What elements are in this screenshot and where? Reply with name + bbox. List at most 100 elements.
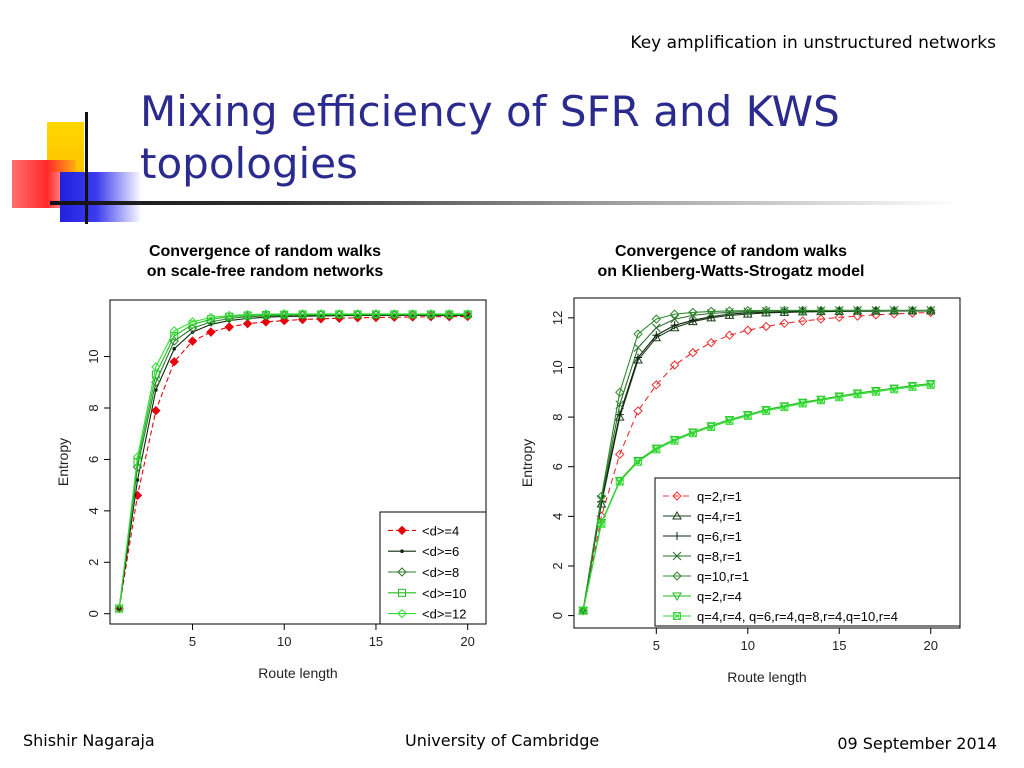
data-point (779, 305, 790, 316)
y-axis-label: Entropy (55, 438, 71, 486)
data-point (761, 305, 771, 316)
data-point (615, 387, 625, 397)
data-point (797, 316, 808, 326)
data-point (926, 305, 936, 316)
data-point (834, 305, 844, 316)
data-point (889, 305, 899, 316)
legend-marker (398, 588, 406, 597)
legend-label: q=6,r=1 (697, 529, 742, 544)
y-tick-label: 10 (86, 349, 101, 363)
x-tick-label: 5 (189, 634, 196, 649)
data-point (670, 436, 679, 445)
data-point (596, 498, 607, 508)
legend-marker (672, 510, 682, 520)
data-point (798, 399, 807, 408)
data-point (669, 322, 680, 332)
legend-marker (672, 551, 682, 561)
x-tick-label: 20 (460, 634, 474, 649)
x-tick-label: 10 (277, 634, 291, 649)
legend-box (654, 477, 961, 627)
title-underline (50, 201, 960, 205)
data-point (261, 309, 271, 319)
footer-date: 09 September 2014 (837, 734, 997, 753)
data-point (706, 337, 716, 348)
data-point (871, 305, 881, 316)
data-point (462, 309, 473, 319)
data-point (132, 452, 143, 462)
legend-marker (673, 612, 681, 620)
series-line (582, 309, 931, 611)
data-point (389, 309, 400, 319)
x-tick-label: 20 (923, 638, 937, 653)
data-point (224, 322, 234, 332)
slide-logo-decoration (0, 100, 140, 230)
plot-frame (109, 299, 487, 625)
y-tick-label: 10 (550, 360, 565, 374)
legend-label: q=2,r=1 (697, 489, 742, 504)
y-tick-label: 8 (86, 404, 101, 411)
data-point (169, 357, 179, 367)
data-point (154, 388, 158, 392)
y-tick-label: 2 (86, 559, 101, 566)
x-tick-label: 15 (832, 638, 846, 653)
data-point (135, 478, 140, 482)
data-point (187, 323, 198, 333)
data-point (651, 323, 661, 333)
data-point (633, 355, 643, 364)
data-point (615, 477, 624, 486)
data-point (669, 360, 680, 370)
y-axis-label: Entropy (519, 439, 535, 487)
footer-author: Shishir Nagaraja (23, 731, 155, 750)
data-point (670, 321, 679, 330)
y-tick-label: 4 (550, 513, 565, 520)
data-point (652, 445, 661, 454)
data-point (206, 315, 215, 324)
legend: q=2,r=1 q=4,r=1 q=6,r=1 q=8,r=1 q=10,r=1 q=2,… (654, 477, 961, 627)
data-point (707, 423, 716, 432)
data-point (426, 309, 436, 319)
data-point (743, 325, 753, 335)
slide-header: Key amplification in unstructured networ… (630, 33, 996, 53)
data-point (762, 406, 771, 415)
y-tick-label: 8 (550, 413, 565, 420)
logo-vertical-line (85, 112, 88, 224)
data-point (743, 411, 752, 420)
legend-label: <d>=10 (422, 586, 466, 601)
footer-institution: University of Cambridge (405, 731, 600, 750)
chart-sfr-convergence: Convergence of random walks on scale-free… (55, 243, 487, 681)
legend-marker (397, 608, 407, 619)
data-point (225, 312, 234, 321)
chart-title-line: on Klienberg-Watts-Strogatz model (598, 263, 865, 280)
data-point (579, 606, 588, 615)
data-point (578, 607, 589, 616)
y-tick-label: 4 (86, 507, 101, 514)
data-point (279, 309, 289, 319)
data-point (797, 305, 808, 316)
data-point (834, 312, 844, 323)
blue-square-decoration (60, 172, 140, 222)
data-point (925, 380, 936, 389)
legend-marker (400, 549, 404, 553)
legend-label: q=8,r=1 (697, 549, 742, 564)
data-point (297, 309, 308, 319)
data-point (352, 309, 363, 319)
data-point (633, 329, 643, 339)
legend: <d>=4 <d>=6 <d>=8 <d>=10 <d>=12 (379, 511, 487, 625)
data-point (169, 326, 179, 336)
plot-frame (573, 297, 961, 629)
data-point (206, 312, 216, 323)
data-point (334, 309, 344, 319)
data-point (816, 396, 825, 405)
data-point (407, 309, 418, 319)
legend-label: <d>=4 (422, 523, 459, 538)
data-point (187, 317, 198, 327)
data-point (597, 519, 606, 528)
data-point (853, 390, 862, 399)
series-4 (578, 305, 936, 616)
data-point (779, 318, 790, 329)
data-point (633, 343, 643, 352)
x-tick-label: 15 (369, 634, 383, 649)
legend-label: <d>=12 (422, 607, 466, 622)
data-point (151, 362, 161, 372)
y-tick-label: 6 (550, 463, 565, 470)
